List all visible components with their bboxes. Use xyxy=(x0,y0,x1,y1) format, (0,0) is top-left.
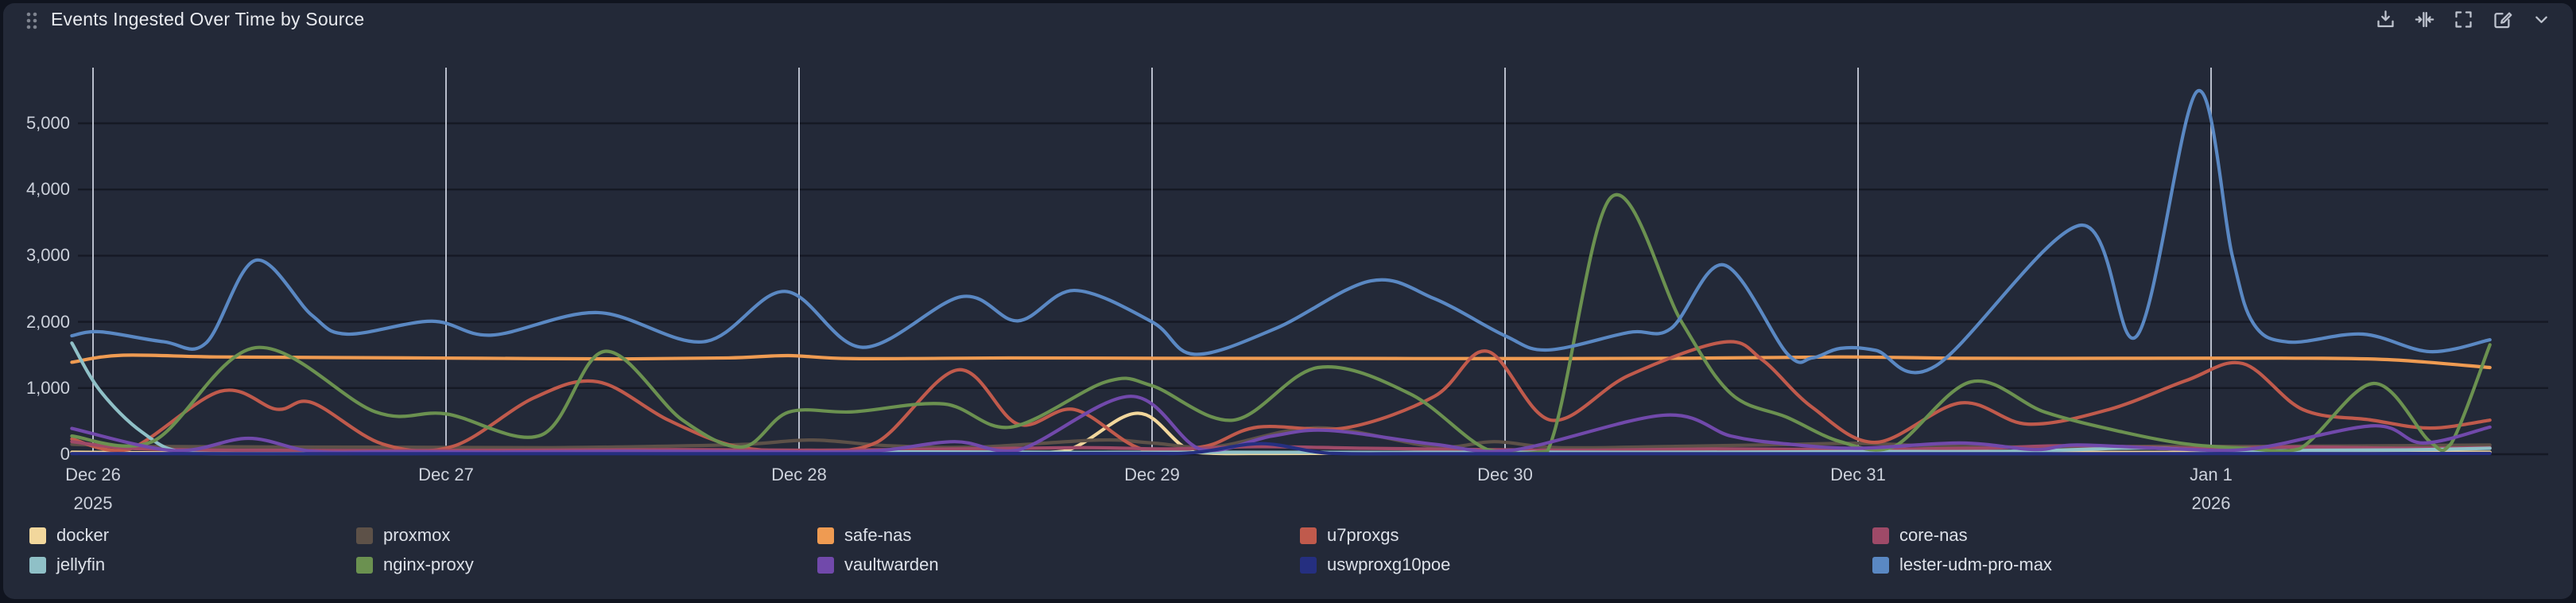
legend-label: nginx-proxy xyxy=(383,554,474,574)
legend-item-docker[interactable]: docker xyxy=(29,525,109,546)
legend-swatch-safe-nas xyxy=(817,527,834,544)
panel-header: Events Ingested Over Time by Source xyxy=(3,3,2573,37)
series-line-safe-nas[interactable] xyxy=(70,353,2492,370)
series-line-lester-udm-pro-max[interactable] xyxy=(70,88,2492,375)
legend-swatch-jellyfin xyxy=(29,556,46,574)
edit-icon[interactable] xyxy=(2492,9,2513,30)
legend-item-vaultwarden[interactable]: vaultwarden xyxy=(817,554,939,575)
legend-label: jellyfin xyxy=(56,554,106,574)
chevron-down-icon[interactable] xyxy=(2531,9,2552,30)
legend-swatch-nginx-proxy xyxy=(356,556,373,574)
legend-item-uswproxg10poe[interactable]: uswproxg10poe xyxy=(1300,554,1450,575)
legend-swatch-docker xyxy=(29,527,46,544)
legend-swatch-core-nas xyxy=(1872,527,1889,544)
legend-swatch-u7proxgs xyxy=(1300,527,1317,544)
panel-toolbar xyxy=(2375,9,2552,30)
legend-label: safe-nas xyxy=(844,525,912,545)
legend-label: uswproxg10poe xyxy=(1327,554,1451,574)
legend-label: proxmox xyxy=(383,525,451,545)
legend-item-nginx-proxy[interactable]: nginx-proxy xyxy=(356,554,474,575)
legend-swatch-proxmox xyxy=(356,527,373,544)
legend-swatch-vaultwarden xyxy=(817,556,834,574)
legend-label: lester-udm-pro-max xyxy=(1899,554,2052,574)
legend-item-proxmox[interactable]: proxmox xyxy=(356,525,450,546)
series-line-uswproxg10poe[interactable] xyxy=(70,442,2492,456)
series-line-u7proxgs[interactable] xyxy=(70,340,2492,453)
panel-title: Events Ingested Over Time by Source xyxy=(51,9,365,29)
legend-item-lester-udm-pro-max[interactable]: lester-udm-pro-max xyxy=(1872,554,2052,575)
drag-handle-icon[interactable] xyxy=(24,10,40,35)
legend-item-core-nas[interactable]: core-nas xyxy=(1872,525,1968,546)
legend-label: u7proxgs xyxy=(1327,525,1399,545)
download-icon[interactable] xyxy=(2375,9,2396,30)
legend-swatch-uswproxg10poe xyxy=(1300,556,1317,574)
legend-item-safe-nas[interactable]: safe-nas xyxy=(817,525,911,546)
events-panel: Events Ingested Over Time by Source xyxy=(3,3,2573,599)
legend-swatch-lester-udm-pro-max xyxy=(1872,556,1889,574)
legend-label: core-nas xyxy=(1899,525,1968,545)
legend-label: vaultwarden xyxy=(844,554,939,574)
series-line-nginx-proxy[interactable] xyxy=(70,193,2492,455)
fullscreen-icon[interactable] xyxy=(2453,9,2474,30)
collapse-columns-icon[interactable] xyxy=(2414,9,2435,30)
legend-item-u7proxgs[interactable]: u7proxgs xyxy=(1300,525,1399,546)
legend-item-jellyfin[interactable]: jellyfin xyxy=(29,554,105,575)
legend-label: docker xyxy=(56,525,110,545)
